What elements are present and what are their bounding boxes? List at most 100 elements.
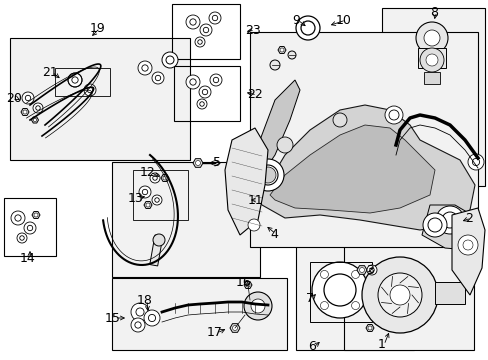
Polygon shape [421, 205, 474, 250]
Text: 7: 7 [305, 292, 313, 305]
Circle shape [154, 198, 159, 202]
Circle shape [138, 61, 152, 75]
Bar [4, 198, 56, 256]
Circle shape [72, 77, 78, 83]
Bar [172, 4, 240, 59]
Bar [112, 162, 260, 277]
Polygon shape [229, 324, 240, 332]
Polygon shape [31, 117, 39, 123]
Circle shape [311, 262, 367, 318]
Polygon shape [244, 282, 251, 288]
Circle shape [351, 302, 359, 310]
Circle shape [163, 176, 167, 180]
Circle shape [20, 236, 24, 240]
Circle shape [389, 285, 409, 305]
Circle shape [441, 212, 457, 228]
Circle shape [203, 27, 208, 33]
Circle shape [33, 103, 43, 113]
Text: 14: 14 [20, 252, 36, 265]
Bar [10, 38, 190, 160]
Circle shape [155, 75, 161, 81]
Text: 19: 19 [90, 22, 106, 35]
Circle shape [359, 267, 364, 273]
Circle shape [245, 283, 249, 287]
Circle shape [276, 137, 292, 153]
Circle shape [22, 92, 34, 104]
Circle shape [208, 12, 221, 24]
Circle shape [23, 110, 27, 114]
Circle shape [33, 118, 37, 122]
Polygon shape [451, 208, 484, 295]
Circle shape [185, 75, 200, 89]
Circle shape [324, 274, 355, 306]
Circle shape [366, 265, 376, 275]
Circle shape [25, 95, 31, 101]
Circle shape [143, 310, 160, 326]
Circle shape [153, 234, 164, 246]
Text: 23: 23 [244, 23, 260, 36]
Circle shape [139, 186, 151, 198]
Circle shape [162, 52, 178, 68]
Circle shape [247, 219, 260, 231]
Circle shape [320, 270, 328, 278]
Circle shape [11, 211, 25, 225]
Circle shape [87, 87, 93, 93]
Polygon shape [32, 212, 40, 219]
Circle shape [361, 257, 437, 333]
Circle shape [15, 215, 21, 221]
Bar [434, 282, 464, 304]
Circle shape [199, 102, 204, 106]
Circle shape [165, 56, 174, 64]
Text: 20: 20 [6, 91, 22, 104]
Text: 12: 12 [140, 166, 156, 179]
Circle shape [320, 302, 328, 310]
Circle shape [131, 318, 145, 332]
Polygon shape [356, 266, 366, 274]
Circle shape [202, 89, 207, 95]
Circle shape [148, 314, 155, 321]
Circle shape [369, 268, 373, 272]
Polygon shape [365, 324, 373, 332]
Circle shape [351, 270, 359, 278]
Polygon shape [161, 175, 169, 181]
Circle shape [152, 72, 163, 84]
Circle shape [68, 73, 82, 87]
Circle shape [195, 161, 200, 166]
Circle shape [24, 222, 36, 234]
Circle shape [197, 40, 202, 44]
Circle shape [287, 51, 295, 59]
Circle shape [384, 106, 402, 124]
Circle shape [295, 16, 319, 40]
Text: 16: 16 [236, 276, 251, 289]
Text: 18: 18 [137, 293, 153, 306]
Circle shape [152, 195, 162, 205]
Circle shape [27, 225, 33, 231]
Polygon shape [193, 159, 203, 167]
Text: 6: 6 [307, 341, 315, 354]
Circle shape [419, 48, 443, 72]
Polygon shape [224, 128, 267, 235]
Circle shape [415, 22, 447, 54]
Circle shape [251, 159, 284, 191]
Circle shape [195, 37, 204, 47]
Bar [295, 243, 413, 350]
Text: 22: 22 [246, 89, 263, 102]
Circle shape [199, 86, 210, 98]
Circle shape [260, 167, 275, 183]
Text: 8: 8 [429, 5, 437, 18]
Circle shape [213, 77, 218, 83]
Bar [55, 68, 110, 96]
Text: 15: 15 [105, 311, 121, 324]
Polygon shape [258, 80, 299, 180]
Bar [423, 72, 439, 84]
Bar [343, 243, 473, 350]
Circle shape [232, 325, 237, 330]
Text: 21: 21 [42, 66, 58, 78]
Circle shape [388, 110, 398, 120]
Circle shape [301, 21, 314, 35]
Circle shape [250, 299, 264, 313]
Bar [112, 278, 286, 350]
Bar [249, 32, 477, 247]
Text: 2: 2 [464, 211, 472, 225]
Circle shape [146, 203, 150, 207]
